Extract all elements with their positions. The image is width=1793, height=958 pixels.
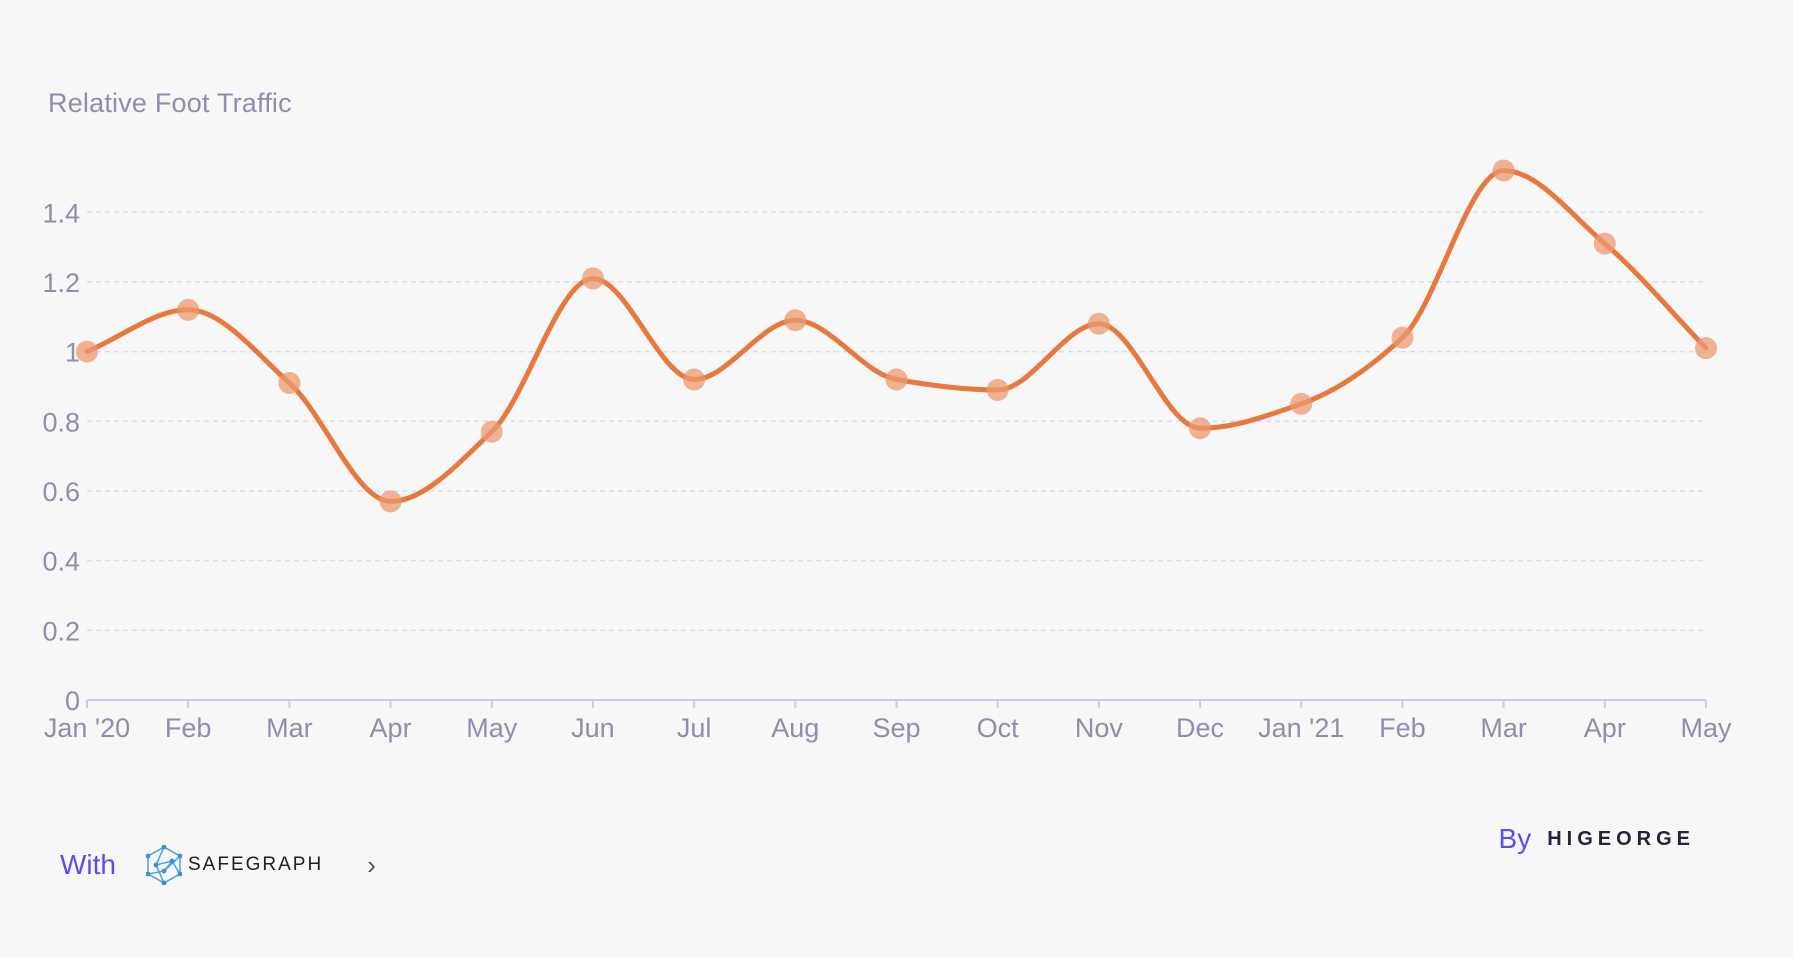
data-point[interactable] <box>379 490 402 513</box>
data-point[interactable] <box>885 368 908 391</box>
x-tick-label: Jan '21 <box>1258 713 1344 743</box>
x-tick-label: Nov <box>1075 713 1124 743</box>
safegraph-network-icon <box>146 845 182 885</box>
by-label: By <box>1498 823 1532 854</box>
y-tick-label: 0.2 <box>42 616 80 646</box>
data-point[interactable] <box>1391 326 1414 349</box>
data-points <box>76 159 1717 513</box>
x-tick-label: Feb <box>1379 713 1426 743</box>
y-tick-label: 0.6 <box>42 477 80 507</box>
data-point[interactable] <box>986 378 1009 401</box>
data-point[interactable] <box>683 368 706 391</box>
gridlines <box>87 211 1706 632</box>
chart-title: Relative Foot Traffic <box>48 88 292 118</box>
data-point[interactable] <box>784 309 807 332</box>
data-point[interactable] <box>1189 417 1212 440</box>
y-tick-label: 1 <box>65 338 80 368</box>
chevron-right-icon[interactable]: › <box>367 849 376 880</box>
data-point[interactable] <box>1290 392 1313 415</box>
y-tick-label: 0.4 <box>42 547 80 577</box>
x-tick-label: Mar <box>1480 713 1527 743</box>
x-axis-ticks: Jan '20 Feb Mar Apr May Jun Jul Aug Sep Oct Nov Dec… <box>44 700 1732 743</box>
y-axis-ticks: 0 0.2 0.4 0.6 0.8 1 1.2 1.4 <box>42 198 80 716</box>
data-point[interactable] <box>76 340 98 363</box>
data-point[interactable] <box>1593 232 1616 255</box>
data-source-credit: With SAFEGRAPH › <box>60 845 376 885</box>
y-tick-label: 0.8 <box>42 407 80 437</box>
x-tick-label: Jan '20 <box>44 713 130 743</box>
data-point[interactable] <box>1695 337 1717 360</box>
series-line-group <box>84 167 1709 504</box>
data-point[interactable] <box>1492 159 1515 182</box>
with-label: With <box>60 849 116 880</box>
x-tick-label: May <box>1680 713 1732 743</box>
y-tick-label: 0 <box>65 686 80 716</box>
y-tick-label: 1.4 <box>42 198 80 228</box>
x-tick-label: Jul <box>677 713 712 743</box>
x-tick-label: Aug <box>771 713 819 743</box>
x-tick-label: Mar <box>266 713 313 743</box>
author-credit: By HIGEORGE <box>1499 823 1695 855</box>
y-tick-label: 1.2 <box>42 268 80 298</box>
data-point[interactable] <box>177 298 200 321</box>
higeorge-logo[interactable]: HIGEORGE <box>1547 827 1695 850</box>
x-tick-label: Oct <box>977 713 1020 743</box>
x-tick-label: Jun <box>571 713 615 743</box>
x-tick-label: Dec <box>1176 713 1224 743</box>
data-point[interactable] <box>480 420 503 443</box>
data-point[interactable] <box>278 371 301 394</box>
x-tick-label: Feb <box>165 713 212 743</box>
x-tick-label: May <box>466 713 518 743</box>
x-tick-label: Apr <box>1584 713 1626 743</box>
safegraph-logo[interactable]: SAFEGRAPH <box>146 845 323 885</box>
series-line <box>84 167 1709 504</box>
safegraph-wordmark: SAFEGRAPH <box>188 854 324 875</box>
data-point[interactable] <box>1087 312 1110 335</box>
x-tick-label: Apr <box>370 713 412 743</box>
x-tick-label: Sep <box>872 713 920 743</box>
data-point[interactable] <box>581 267 604 290</box>
